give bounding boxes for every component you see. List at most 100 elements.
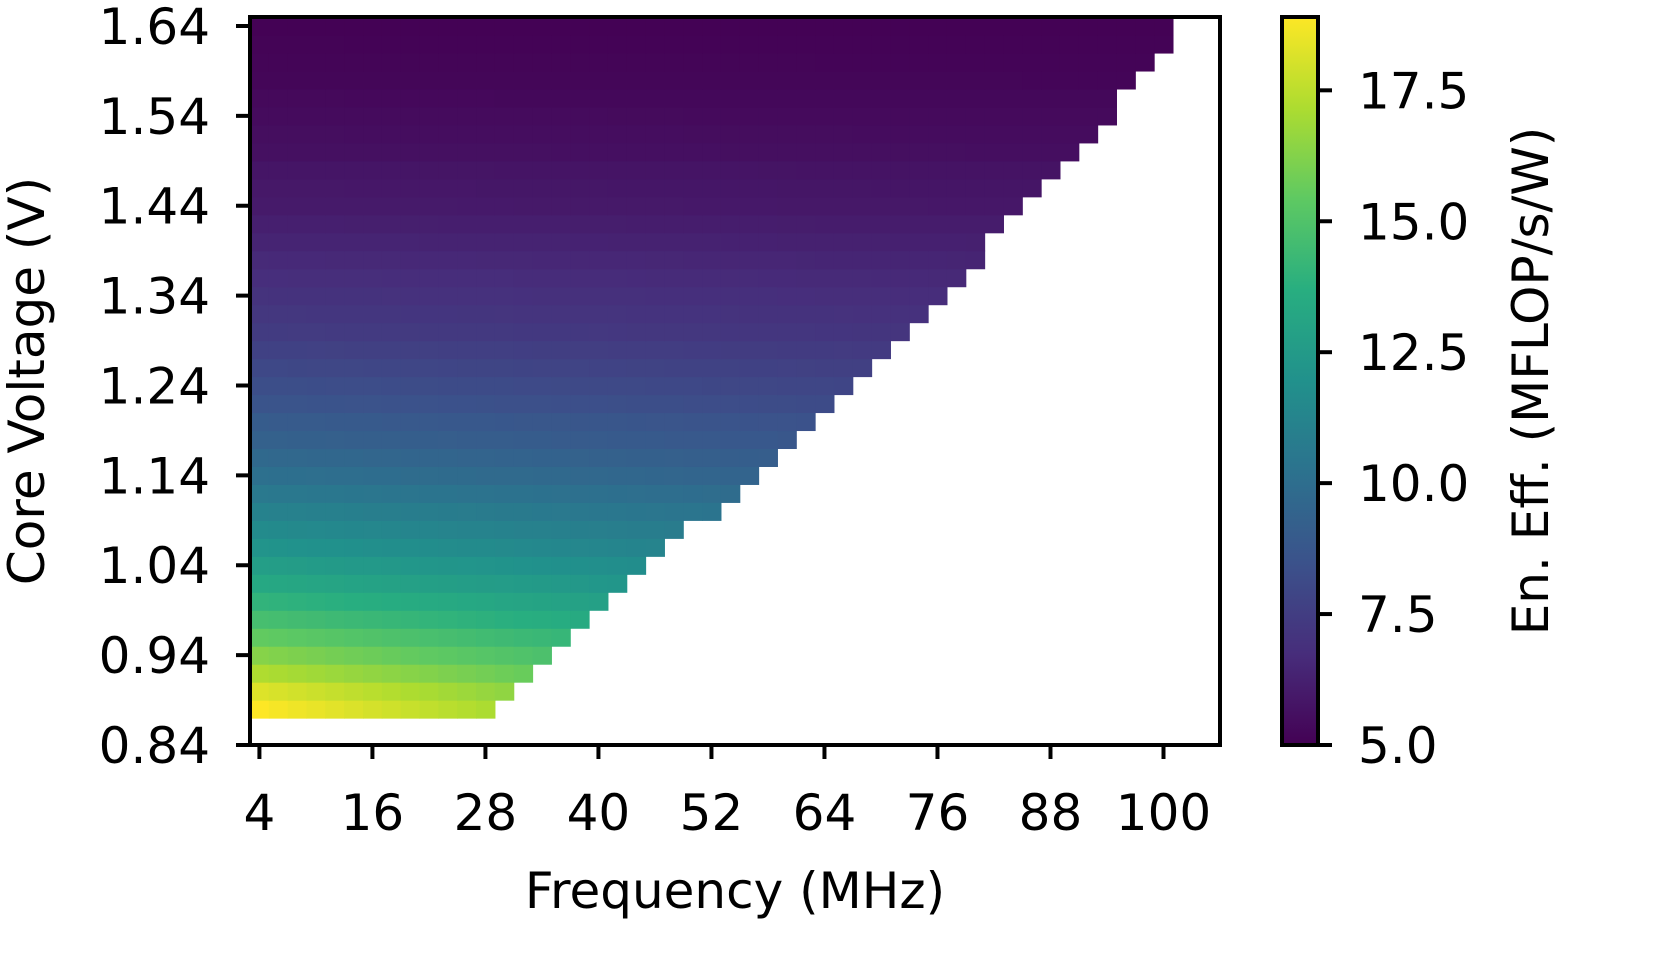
heatmap-cell	[438, 682, 458, 701]
heatmap-cell	[381, 142, 402, 162]
heatmap-cell	[287, 700, 308, 719]
heatmap-cell	[758, 106, 778, 126]
heatmap-cell	[250, 574, 270, 593]
heatmap-cell	[946, 214, 967, 234]
heatmap-cell	[268, 700, 289, 719]
heatmap-cell	[363, 412, 383, 432]
heatmap-cell	[494, 52, 515, 72]
heatmap-cell	[607, 502, 628, 521]
heatmap-cell	[419, 466, 439, 485]
heatmap-cell	[494, 70, 515, 90]
heatmap-cell	[1135, 34, 1155, 54]
heatmap-cell	[777, 160, 797, 180]
heatmap-cell	[381, 232, 402, 252]
heatmap-cell	[1135, 52, 1155, 72]
heatmap-cell	[287, 664, 308, 683]
heatmap-cell	[796, 160, 816, 180]
heatmap-cell	[494, 304, 515, 324]
heatmap-cell	[683, 70, 703, 90]
heatmap-cell	[607, 52, 628, 72]
heatmap-cell	[476, 286, 496, 306]
heatmap-cell	[607, 70, 628, 90]
heatmap-cell	[513, 430, 534, 450]
heatmap-cell	[645, 340, 665, 360]
heatmap-cell	[400, 178, 421, 198]
heatmap-cell	[268, 88, 289, 108]
heatmap-cell	[381, 610, 402, 629]
heatmap-cell	[702, 106, 722, 126]
heatmap-cell	[551, 412, 571, 432]
heatmap-cell	[626, 88, 647, 108]
heatmap-cell	[589, 232, 609, 252]
heatmap-cell	[833, 304, 854, 324]
heatmap-cell	[438, 520, 458, 539]
heatmap-cell	[589, 538, 609, 557]
heatmap-cell	[928, 214, 948, 234]
heatmap-cell	[626, 340, 647, 360]
heatmap-cell	[758, 88, 778, 108]
heatmap-cell	[287, 520, 308, 539]
heatmap-cell	[570, 358, 590, 378]
heatmap-cell	[268, 646, 289, 665]
heatmap-cell	[626, 286, 647, 306]
heatmap-cell	[513, 304, 534, 324]
heatmap-cell	[833, 70, 854, 90]
heatmap-cell	[419, 160, 439, 180]
heatmap-cell	[946, 124, 967, 144]
heatmap-cell	[476, 448, 496, 467]
heatmap-cell	[909, 232, 929, 252]
heatmap-cell	[626, 520, 647, 539]
heatmap-cell	[476, 34, 496, 54]
heatmap-cell	[363, 304, 383, 324]
heatmap-cell	[626, 250, 647, 270]
colorbar-ticks: 17.5 15.0 12.5 10.0 7.5 5.0	[1318, 62, 1469, 775]
heatmap-cell	[306, 700, 326, 719]
heatmap-cell	[833, 160, 854, 180]
heatmap-cell	[306, 682, 326, 701]
heatmap-cell	[589, 304, 609, 324]
heatmap-cell	[758, 286, 778, 306]
heatmap-cell	[852, 322, 873, 342]
heatmap-cell	[720, 106, 741, 126]
heatmap-cell	[532, 106, 552, 126]
heatmap-cell	[438, 466, 458, 485]
heatmap-cell	[570, 196, 590, 216]
heatmap-cell	[758, 358, 778, 378]
heatmap-cell	[1078, 106, 1099, 126]
heatmap-cell	[532, 52, 552, 72]
heatmap-cell	[871, 124, 891, 144]
heatmap-cell	[1059, 52, 1080, 72]
heatmap-cell	[683, 502, 703, 521]
heatmap-cell	[702, 484, 722, 503]
heatmap-cell	[664, 250, 684, 270]
heatmap-cell	[607, 88, 628, 108]
heatmap-cell	[419, 70, 439, 90]
heatmap-cell	[570, 88, 590, 108]
heatmap-cell	[570, 232, 590, 252]
heatmap-cell	[702, 466, 722, 485]
y-tick-label: 1.54	[99, 88, 210, 146]
heatmap-cell	[363, 484, 383, 503]
heatmap-cell	[476, 394, 496, 414]
heatmap-cell	[532, 484, 552, 503]
heatmap-cell	[400, 34, 421, 54]
heatmap-cell	[928, 142, 948, 162]
heatmap-cell	[513, 376, 534, 396]
heatmap-cell	[419, 520, 439, 539]
heatmap-cell	[513, 106, 534, 126]
heatmap-cell	[551, 376, 571, 396]
heatmap-cell	[476, 700, 496, 719]
heatmap-cell	[438, 628, 458, 647]
heatmap-cell	[306, 124, 326, 144]
heatmap-cell	[344, 286, 364, 306]
heatmap-cell	[890, 124, 910, 144]
heatmap-cell	[1078, 52, 1099, 72]
heatmap-cell	[306, 556, 326, 575]
heatmap-cell	[1022, 70, 1042, 90]
heatmap-cell	[476, 17, 496, 36]
heatmap-cell	[570, 574, 590, 593]
heatmap-cell	[833, 250, 854, 270]
heatmap-cell	[739, 304, 760, 324]
heatmap-cell	[457, 88, 477, 108]
heatmap-cell	[287, 124, 308, 144]
